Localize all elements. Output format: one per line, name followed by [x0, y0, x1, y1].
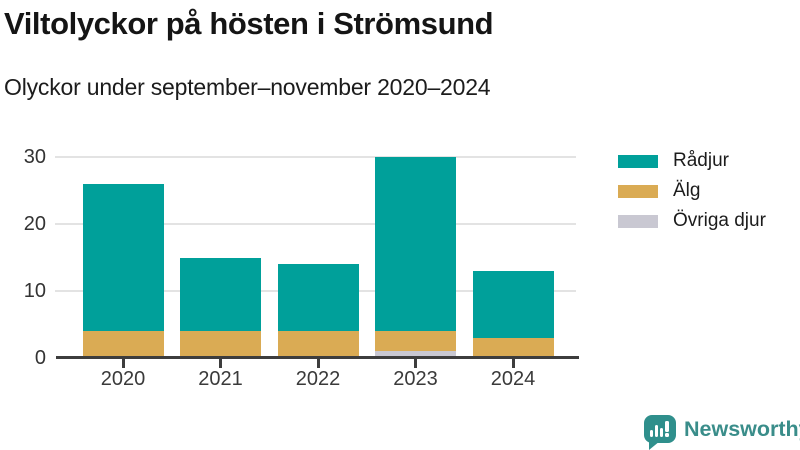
y-axis-tick-label: 20 [23, 213, 46, 235]
x-axis-tick-2022 [316, 359, 320, 368]
chart-title: Viltolyckor på hösten i Strömsund [4, 6, 494, 41]
legend-label: Övriga djur [673, 210, 766, 231]
legend-item-Rådjur: Rådjur [618, 146, 766, 176]
newsworthy-icon [644, 415, 676, 450]
y-axis-tick-label: 10 [23, 280, 46, 302]
legend: Rådjur Älg Övriga djur [618, 146, 766, 236]
bar-2023-Övriga djur [375, 351, 456, 358]
legend-label: Rådjur [673, 150, 729, 171]
bar-2022-Älg [277, 331, 359, 358]
legend-item-Älg: Älg [618, 176, 766, 206]
bar-2024-Älg [472, 337, 554, 358]
bar-2023-Älg [375, 331, 456, 352]
newsworthy-logo: Newsworthy [644, 415, 800, 450]
x-axis-tick-2023 [414, 359, 417, 368]
speech-bubble-tail [649, 441, 660, 450]
gridline-y20 [55, 223, 576, 225]
newsworthy-wordmark: Newsworthy [684, 417, 800, 441]
legend-swatch [618, 214, 658, 228]
bar-2023-Rådjur [375, 157, 456, 332]
bar-2021-Rådjur [180, 257, 261, 332]
y-axis-tick-label: 0 [34, 347, 46, 369]
gridline-y30 [55, 156, 576, 158]
legend-label: Älg [673, 180, 701, 201]
x-axis-tick-2020 [121, 359, 125, 368]
legend-swatch [618, 154, 658, 168]
bar-2022-Rådjur [277, 264, 359, 332]
y-axis-tick-label: 30 [23, 146, 46, 168]
x-axis-label-2020: 2020 [100, 368, 146, 390]
x-axis-tick-2021 [219, 359, 222, 368]
x-axis-label-2022: 2022 [295, 368, 341, 390]
bar-2021-Älg [180, 331, 261, 358]
bar-2020-Rådjur [82, 183, 164, 332]
legend-swatch [618, 184, 658, 198]
legend-item-Övriga djur: Övriga djur [618, 206, 766, 236]
x-axis-label-2021: 2021 [198, 368, 243, 390]
chart-subtitle: Olyckor under september–november 2020–20… [4, 74, 491, 100]
bar-2024-Rådjur [472, 270, 554, 338]
bar-2020-Älg [82, 331, 164, 358]
x-axis-tick-2024 [511, 359, 515, 368]
x-axis-label-2023: 2023 [393, 368, 438, 390]
x-axis-line [56, 356, 579, 359]
x-axis-label-2024: 2024 [490, 368, 536, 390]
